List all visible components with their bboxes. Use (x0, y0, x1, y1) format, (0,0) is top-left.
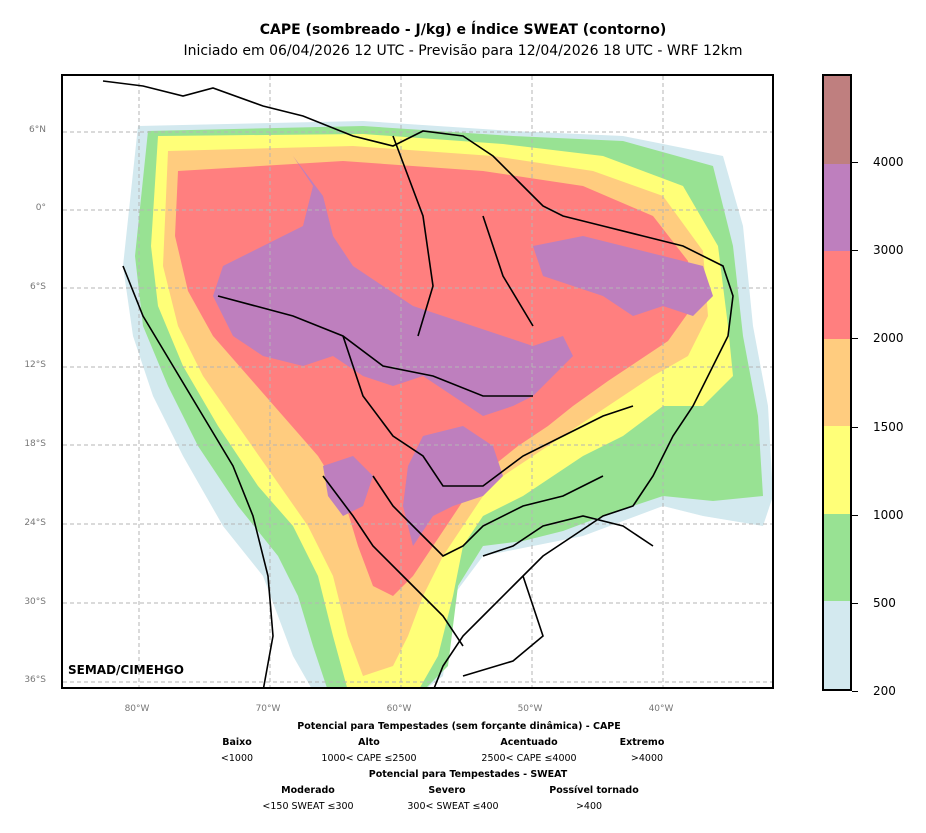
lat-label-30s: 30°S (24, 597, 46, 607)
colorbar-tick-label: 1000 (873, 507, 904, 522)
gridlines (63, 76, 772, 687)
lat-label-6s: 6°S (30, 282, 46, 292)
cape-level-range: 2500< CAPE ≤4000 (481, 753, 577, 764)
cape-legend-title: Potencial para Tempestades (sem forçante… (297, 721, 621, 732)
cape-level-name: Extremo (619, 737, 665, 748)
cape-level-name: Alto (358, 737, 380, 748)
colorbar-segment (824, 338, 850, 427)
colorbar-tick-mark (852, 426, 858, 428)
colorbar-tick-mark (852, 162, 858, 164)
sweat-legend-title: Potencial para Tempestades - SWEAT (368, 769, 568, 780)
sweat-level-name: Severo (428, 785, 466, 796)
sweat-level-name: Possível tornado (549, 785, 639, 796)
colorbar-tick-mark (852, 514, 858, 516)
colorbar-tick-label: 3000 (873, 243, 904, 258)
colorbar-segment (824, 426, 850, 514)
map-panel[interactable] (61, 74, 774, 689)
lon-label-50w: 50°W (517, 704, 543, 714)
sweat-level-name: Moderado (281, 785, 335, 796)
lon-label-60w: 60°W (386, 704, 412, 714)
colorbar-tick-mark (852, 250, 858, 252)
lon-label-80w: 80°W (124, 704, 150, 714)
political-borders (102, 80, 734, 687)
sweat-level-range: 300< SWEAT ≤400 (407, 801, 499, 812)
colorbar-tick-label: 1500 (873, 419, 904, 434)
cape-map (63, 76, 772, 687)
sweat-level-range: <150 SWEAT ≤300 (262, 801, 354, 812)
colorbar (822, 74, 852, 691)
cape-level-range: 1000< CAPE ≤2500 (321, 753, 417, 764)
colorbar-segment (824, 76, 850, 164)
colorbar-segment (824, 513, 850, 602)
cape-level-range: <1000 (220, 753, 254, 764)
cape-level-range: >4000 (630, 753, 664, 764)
chart-subtitle: Iniciado em 06/04/2026 12 UTC - Previsão… (183, 43, 743, 59)
colorbar-tick-mark (852, 338, 858, 340)
sweat-level-range: >400 (575, 801, 603, 812)
chart-title: CAPE (sombreado - J/kg) e Índice SWEAT (… (259, 22, 667, 38)
lat-label-12s: 12°S (24, 360, 46, 370)
colorbar-tick-label: 500 (873, 595, 896, 610)
colorbar-tick-mark (852, 691, 858, 692)
lon-label-40w: 40°W (648, 704, 674, 714)
credit-label: SEMAD/CIMEHGO (68, 663, 184, 677)
lat-label-24s: 24°S (24, 518, 46, 528)
colorbar-tick-label: 4000 (873, 155, 904, 170)
lat-label-36s: 36°S (24, 675, 46, 685)
lat-label-18s: 18°S (24, 439, 46, 449)
colorbar-tick-label: 2000 (873, 331, 904, 346)
colorbar-segment (824, 163, 850, 252)
colorbar-tick-mark (852, 602, 858, 604)
colorbar-tick-label: 200 (873, 684, 896, 698)
colorbar-segment (824, 251, 850, 339)
cape-level-name: Acentuado (500, 737, 558, 748)
colorbar-segment (824, 601, 850, 689)
lon-label-70w: 70°W (255, 704, 281, 714)
cape-shading (123, 121, 772, 687)
lat-label-6n: 6°N (29, 125, 46, 135)
cape-level-name: Baixo (222, 737, 252, 748)
lat-label-0: 0° (35, 203, 46, 213)
